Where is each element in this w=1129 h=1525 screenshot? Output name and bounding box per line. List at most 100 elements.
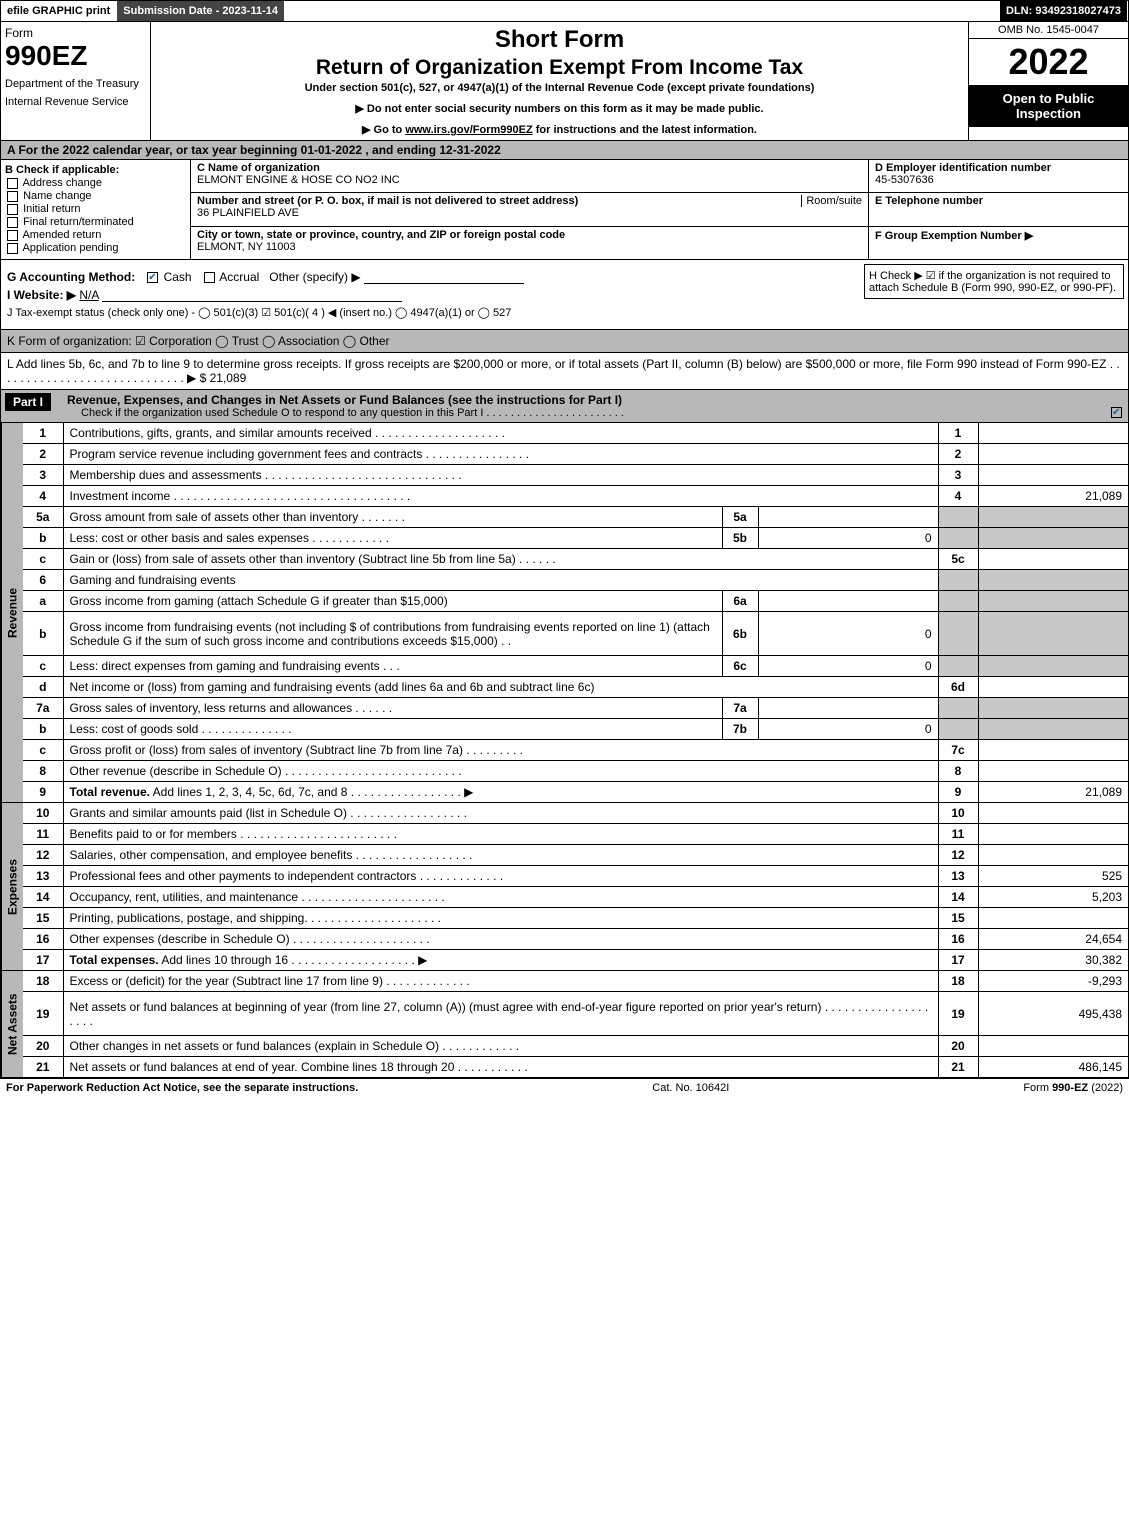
- dept-treasury: Department of the Treasury: [5, 78, 146, 90]
- gross-receipts-value: 21,089: [210, 371, 247, 385]
- line-value: [978, 908, 1128, 929]
- line-description: Printing, publications, postage, and shi…: [63, 908, 938, 929]
- cb-initial-return[interactable]: Initial return: [5, 203, 186, 215]
- line-description: Contributions, gifts, grants, and simila…: [63, 423, 938, 444]
- column-b-checkboxes: B Check if applicable: Address change Na…: [1, 160, 191, 259]
- line-value: 24,654: [978, 929, 1128, 950]
- efile-print[interactable]: efile GRAPHIC print: [1, 1, 117, 21]
- line-ref-number: 14: [938, 887, 978, 908]
- table-row: cLess: direct expenses from gaming and f…: [23, 656, 1128, 677]
- line-number: 4: [23, 486, 63, 507]
- cb-schedule-o-part1[interactable]: [1111, 407, 1122, 418]
- line-description: Less: cost of goods sold . . . . . . . .…: [63, 719, 722, 740]
- short-form: Short Form: [159, 26, 960, 54]
- line-description: Less: cost or other basis and sales expe…: [63, 528, 722, 549]
- line-number: a: [23, 591, 63, 612]
- net-assets-table: 18Excess or (deficit) for the year (Subt…: [23, 971, 1128, 1077]
- line-value: [978, 1036, 1128, 1057]
- form-header: Form 990EZ Department of the Treasury In…: [0, 22, 1129, 141]
- cb-accrual[interactable]: [204, 272, 215, 283]
- line-ref-shaded: [938, 719, 978, 740]
- column-c-org-info: C Name of organization ELMONT ENGINE & H…: [191, 160, 868, 259]
- cb-application-pending[interactable]: Application pending: [5, 242, 186, 254]
- line-value-shaded: [978, 656, 1128, 677]
- part-1-title: Revenue, Expenses, and Changes in Net As…: [61, 393, 628, 407]
- line-number: 19: [23, 992, 63, 1036]
- line-ref-number: 7c: [938, 740, 978, 761]
- line-description: Gross profit or (loss) from sales of inv…: [63, 740, 938, 761]
- line-number: c: [23, 740, 63, 761]
- line-value: [978, 740, 1128, 761]
- table-row: cGain or (loss) from sale of assets othe…: [23, 549, 1128, 570]
- sub-line-number: 5a: [722, 507, 758, 528]
- dln: DLN: 93492318027473: [1000, 1, 1128, 21]
- line-value-shaded: [978, 591, 1128, 612]
- line-ref-number: 21: [938, 1057, 978, 1078]
- line-ref-number: 6d: [938, 677, 978, 698]
- table-row: dNet income or (loss) from gaming and fu…: [23, 677, 1128, 698]
- cb-final-return[interactable]: Final return/terminated: [5, 216, 186, 228]
- block-b-through-f: B Check if applicable: Address change Na…: [0, 160, 1129, 260]
- page-footer: For Paperwork Reduction Act Notice, see …: [0, 1078, 1129, 1097]
- line-number: 8: [23, 761, 63, 782]
- table-row: 3Membership dues and assessments . . . .…: [23, 465, 1128, 486]
- line-value: 495,438: [978, 992, 1128, 1036]
- line-value: 21,089: [978, 782, 1128, 803]
- form-id-footer: Form 990-EZ (2022): [1023, 1082, 1123, 1094]
- line-description: Excess or (deficit) for the year (Subtra…: [63, 971, 938, 992]
- dept-irs: Internal Revenue Service: [5, 96, 146, 108]
- cb-name-change[interactable]: Name change: [5, 190, 186, 202]
- city-label: City or town, state or province, country…: [197, 229, 565, 241]
- form-number: 990EZ: [5, 40, 88, 71]
- line-ref-number: 11: [938, 824, 978, 845]
- line-value: [978, 824, 1128, 845]
- line-number: 6: [23, 570, 63, 591]
- line-description: Total expenses. Add lines 10 through 16 …: [63, 950, 938, 971]
- line-ref-number: 15: [938, 908, 978, 929]
- line-description: Membership dues and assessments . . . . …: [63, 465, 938, 486]
- line-number: 3: [23, 465, 63, 486]
- line-ref-number: 3: [938, 465, 978, 486]
- table-row: 5aGross amount from sale of assets other…: [23, 507, 1128, 528]
- cb-address-change[interactable]: Address change: [5, 177, 186, 189]
- org-name-label: C Name of organization: [197, 162, 320, 174]
- table-row: 10Grants and similar amounts paid (list …: [23, 803, 1128, 824]
- line-value: [978, 761, 1128, 782]
- line-number: 7a: [23, 698, 63, 719]
- table-row: bGross income from fundraising events (n…: [23, 612, 1128, 656]
- line-description: Less: direct expenses from gaming and fu…: [63, 656, 722, 677]
- line-ref-shaded: [938, 612, 978, 656]
- table-row: 9Total revenue. Add lines 1, 2, 3, 4, 5c…: [23, 782, 1128, 803]
- cb-cash[interactable]: [147, 272, 158, 283]
- irs-link[interactable]: www.irs.gov/Form990EZ: [405, 124, 532, 136]
- table-row: 15Printing, publications, postage, and s…: [23, 908, 1128, 929]
- line-number: 2: [23, 444, 63, 465]
- sub-line-value: [758, 591, 938, 612]
- line-description: Total revenue. Add lines 1, 2, 3, 4, 5c,…: [63, 782, 938, 803]
- form-subtitle: Under section 501(c), 527, or 4947(a)(1)…: [159, 82, 960, 94]
- line-ref-shaded: [938, 656, 978, 677]
- table-row: 4Investment income . . . . . . . . . . .…: [23, 486, 1128, 507]
- cb-amended-return[interactable]: Amended return: [5, 229, 186, 241]
- line-description: Grants and similar amounts paid (list in…: [63, 803, 938, 824]
- line-number: d: [23, 677, 63, 698]
- net-assets-section: Net Assets 18Excess or (deficit) for the…: [0, 971, 1129, 1078]
- table-row: 7aGross sales of inventory, less returns…: [23, 698, 1128, 719]
- line-ref-number: 20: [938, 1036, 978, 1057]
- other-method-input[interactable]: [364, 270, 524, 284]
- line-number: c: [23, 656, 63, 677]
- line-number: 14: [23, 887, 63, 908]
- line-description: Net assets or fund balances at beginning…: [63, 992, 938, 1036]
- line-ref-number: 12: [938, 845, 978, 866]
- open-to-public: Open to Public Inspection: [969, 85, 1128, 127]
- table-row: cGross profit or (loss) from sales of in…: [23, 740, 1128, 761]
- line-description: Gross income from fundraising events (no…: [63, 612, 722, 656]
- line-ref-number: 16: [938, 929, 978, 950]
- line-description: Gross amount from sale of assets other t…: [63, 507, 722, 528]
- revenue-side-label: Revenue: [1, 423, 23, 802]
- table-row: 1Contributions, gifts, grants, and simil…: [23, 423, 1128, 444]
- line-value: [978, 444, 1128, 465]
- ein-label: D Employer identification number: [875, 162, 1051, 174]
- line-number: 21: [23, 1057, 63, 1078]
- addr-label: Number and street (or P. O. box, if mail…: [197, 195, 578, 207]
